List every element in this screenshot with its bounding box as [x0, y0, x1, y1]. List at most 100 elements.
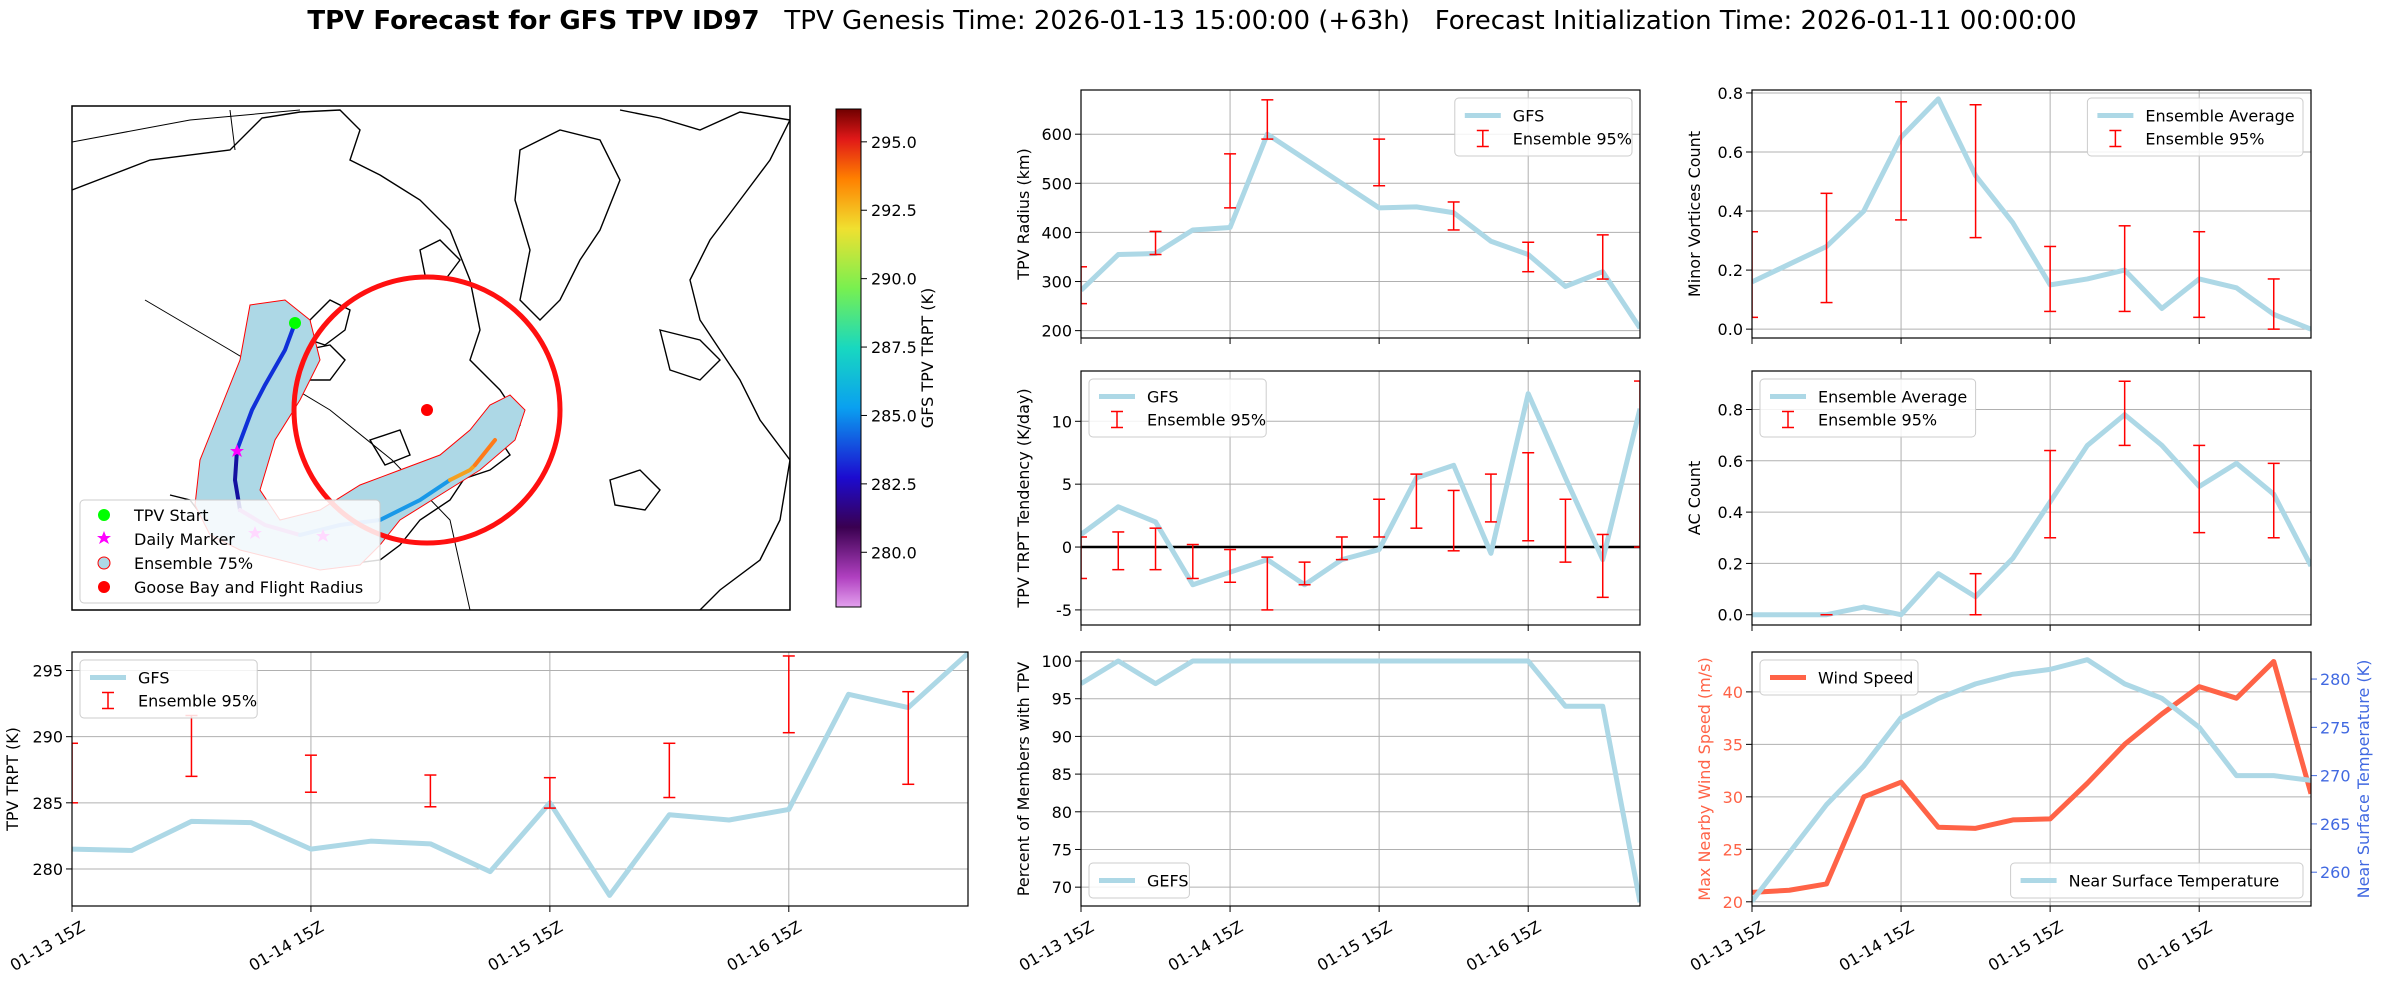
y-tick-label: 0.0: [1718, 320, 1743, 339]
y-tick-label: 295: [32, 662, 63, 681]
chart-wind_temp: 20 25 30 35 40 01-13 15Z 01-14 15Z 01-15 15Z 01-…: [1687, 651, 2373, 975]
x-tick-label: 01-14 15Z: [1836, 917, 1917, 975]
x-tick-label: 01-13 15Z: [1687, 917, 1768, 975]
colorbar: 295.0 292.5 290.0 287.5 285.0 282.5 280.0 GFS …: [835, 108, 937, 608]
y-right-tick-label: 265: [2320, 815, 2351, 834]
legend-box: [1088, 378, 1267, 438]
plot-content: [1752, 96, 2311, 332]
y-tick-label: 80: [1052, 803, 1072, 822]
y-tick-label: 100: [1041, 652, 1072, 671]
x-tick-label: 01-15 15Z: [485, 917, 566, 975]
tpv-start-marker: [289, 317, 301, 329]
legend-label: Ensemble 75%: [134, 554, 253, 573]
y-right-tick-label: 270: [2320, 767, 2351, 786]
legend-label: Daily Marker: [134, 530, 235, 549]
y-tick-label: 35: [1723, 735, 1743, 754]
colorbar-tick-label: 295.0: [871, 133, 917, 152]
chart-tendency: -5 0 5 10 TPV TRPT Tendency (K/day) GFS Ensemb…: [1014, 370, 1641, 631]
y-tick-label: 40: [1723, 683, 1743, 702]
legend-label: Ensemble Average: [2145, 107, 2294, 126]
y-tick-label: 75: [1052, 840, 1072, 859]
y-tick-label: 0.6: [1718, 143, 1743, 162]
x-tick-label: 01-14 15Z: [1165, 917, 1246, 975]
y-axis-label: TPV TRPT (K): [3, 727, 22, 832]
y-axis-label: AC Count: [1685, 461, 1704, 535]
chart-trpt: 280 285 290 295 01-13 15Z 01-14 15Z 01-15 15Z 0…: [3, 651, 969, 975]
series-line-gfs: [1081, 391, 1640, 588]
borders: [72, 109, 471, 610]
map-frame: [71, 105, 791, 611]
map-legend: TPV Start Daily Marker Ensemble 75% Goos…: [79, 499, 381, 604]
legend-label: GFS: [1147, 388, 1178, 407]
legend-label: Ensemble 95%: [1818, 411, 1937, 430]
legend-label: Goose Bay and Flight Radius: [134, 578, 363, 597]
y-axis-label: TPV Radius (km): [1014, 148, 1033, 281]
series-line-gfs: [1081, 131, 1640, 330]
y-right-tick-label: 280: [2320, 670, 2351, 689]
y-tick-label: 95: [1052, 690, 1072, 709]
colorbar-tick-label: 280.0: [871, 543, 917, 562]
legend-box: [1759, 659, 1919, 696]
x-tick-label: 01-13 15Z: [1016, 917, 1097, 975]
y-axis-label: Percent of Members with TPV: [1014, 662, 1033, 896]
legend: GFS Ensemble 95%: [1454, 97, 1633, 157]
y-tick-label: 400: [1041, 223, 1072, 242]
legend-daily-marker-icon: [97, 531, 111, 544]
plot-content: [1081, 380, 1640, 611]
series-line-wind-speed: [1752, 658, 2311, 895]
plot-frame: [71, 651, 969, 907]
plot-frame: [1080, 651, 1641, 907]
legend-label: Near Surface Temperature: [2069, 872, 2280, 891]
legend-label: Ensemble 95%: [1147, 411, 1266, 430]
map-panel: TPV Start Daily Marker Ensemble 75% Goos…: [71, 105, 937, 611]
y-tick-label: 0: [1062, 538, 1072, 557]
figure-title-bold: TPV Forecast for GFS TPV ID97: [307, 6, 760, 36]
legend-label: Ensemble Average: [1818, 388, 1967, 407]
plot-content: [1752, 657, 2311, 903]
legend: Near Surface Temperature: [2010, 862, 2304, 899]
y-tick-label: 500: [1041, 174, 1072, 193]
colorbar-tick-label: 290.0: [871, 270, 917, 289]
legend-label: Ensemble 95%: [138, 692, 257, 711]
y-tick-label: -5: [1056, 601, 1072, 620]
legend-box: [1454, 97, 1633, 157]
legend: GEFS: [1088, 862, 1190, 899]
y-tick-label: 285: [32, 794, 63, 813]
legend-goose-bay-icon: [98, 581, 110, 593]
colorbar-gradient: [835, 108, 862, 608]
series-line-ensemble-average: [1752, 96, 2311, 332]
legend: Wind Speed: [1759, 659, 1919, 696]
legend-label: Ensemble 95%: [1513, 130, 1632, 149]
y-tick-label: 0.8: [1718, 84, 1743, 103]
chart-minor: 0.0 0.2 0.4 0.6 0.8 Minor Vortices Count Ensem…: [1685, 84, 2312, 344]
y-axis-label: Minor Vortices Count: [1685, 131, 1704, 297]
daily-marker-star: [230, 444, 244, 457]
figure-title-init: Forecast Initialization Time: 2026-01-11…: [1434, 6, 2077, 36]
y-tick-label: 290: [32, 728, 63, 747]
legend-label: GFS: [138, 669, 169, 688]
plot-frame: [1080, 89, 1641, 339]
chart-percent: 70 75 80 85 90 95 100 01-13 15Z 01-14 15Z 01-15 1…: [1014, 651, 1641, 975]
y-tick-label: 10: [1052, 412, 1072, 431]
legend-label: TPV Start: [133, 506, 209, 525]
series-line-near-surface-temperature: [1752, 657, 2311, 903]
legend-ensemble-75-icon: [97, 556, 111, 570]
y-right-axis-label: Near Surface Temperature (K): [2354, 660, 2373, 899]
y-right-tick-label: 260: [2320, 863, 2351, 882]
plot-frame: [1080, 370, 1641, 626]
x-tick-label: 01-16 15Z: [1463, 917, 1544, 975]
legend: GFS Ensemble 95%: [79, 659, 258, 719]
plot-content: [1081, 658, 1640, 903]
colorbar-tick-label: 285.0: [871, 406, 917, 425]
y-tick-label: 0.4: [1718, 503, 1743, 522]
y-tick-label: 0.2: [1718, 261, 1743, 280]
legend-label: Wind Speed: [1818, 669, 1913, 688]
plot-frame: [1751, 370, 2312, 626]
y-tick-label: 600: [1041, 125, 1072, 144]
legend-box: [1088, 862, 1190, 899]
y-axis-label: Max Nearby Wind Speed (m/s): [1695, 657, 1714, 900]
colorbar-label: GFS TPV TRPT (K): [918, 288, 937, 428]
chart-radius: 200 300 400 500 600 TPV Radius (km) GFS Ensembl…: [1014, 89, 1641, 344]
y-tick-label: 0.0: [1718, 606, 1743, 625]
